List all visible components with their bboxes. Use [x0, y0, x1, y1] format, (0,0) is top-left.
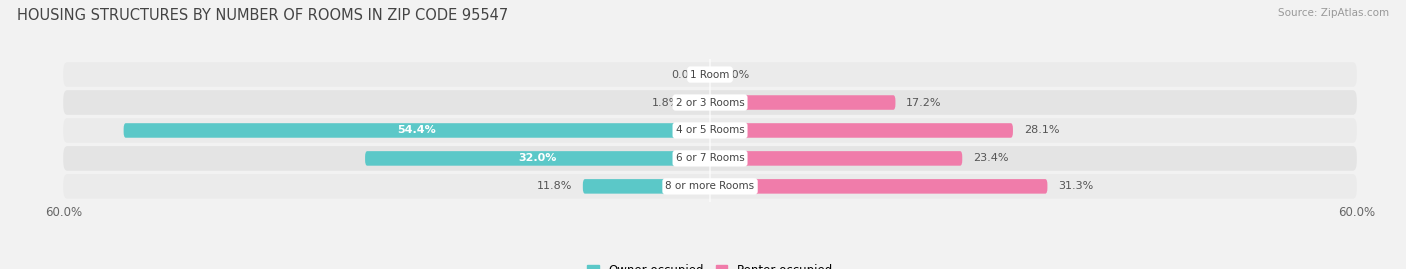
Text: 1.8%: 1.8%: [651, 97, 681, 108]
Text: 0.0%: 0.0%: [721, 70, 749, 80]
Text: 2 or 3 Rooms: 2 or 3 Rooms: [676, 97, 744, 108]
Text: 54.4%: 54.4%: [398, 125, 436, 136]
FancyBboxPatch shape: [366, 151, 710, 166]
FancyBboxPatch shape: [710, 179, 1047, 194]
FancyBboxPatch shape: [124, 123, 710, 138]
Text: 1 Room: 1 Room: [690, 70, 730, 80]
Text: 28.1%: 28.1%: [1024, 125, 1059, 136]
FancyBboxPatch shape: [710, 123, 1012, 138]
Text: 0.0%: 0.0%: [671, 70, 699, 80]
Text: 32.0%: 32.0%: [519, 153, 557, 164]
Text: 11.8%: 11.8%: [537, 181, 572, 191]
Text: HOUSING STRUCTURES BY NUMBER OF ROOMS IN ZIP CODE 95547: HOUSING STRUCTURES BY NUMBER OF ROOMS IN…: [17, 8, 508, 23]
FancyBboxPatch shape: [583, 179, 710, 194]
FancyBboxPatch shape: [63, 90, 1357, 115]
Text: 8 or more Rooms: 8 or more Rooms: [665, 181, 755, 191]
Legend: Owner-occupied, Renter-occupied: Owner-occupied, Renter-occupied: [582, 259, 838, 269]
FancyBboxPatch shape: [63, 146, 1357, 171]
Text: 4 or 5 Rooms: 4 or 5 Rooms: [676, 125, 744, 136]
Text: 23.4%: 23.4%: [973, 153, 1008, 164]
Text: 31.3%: 31.3%: [1059, 181, 1094, 191]
FancyBboxPatch shape: [63, 174, 1357, 199]
Text: 6 or 7 Rooms: 6 or 7 Rooms: [676, 153, 744, 164]
FancyBboxPatch shape: [710, 95, 896, 110]
FancyBboxPatch shape: [690, 95, 710, 110]
Text: 17.2%: 17.2%: [907, 97, 942, 108]
Text: Source: ZipAtlas.com: Source: ZipAtlas.com: [1278, 8, 1389, 18]
FancyBboxPatch shape: [63, 62, 1357, 87]
FancyBboxPatch shape: [63, 118, 1357, 143]
FancyBboxPatch shape: [710, 151, 962, 166]
